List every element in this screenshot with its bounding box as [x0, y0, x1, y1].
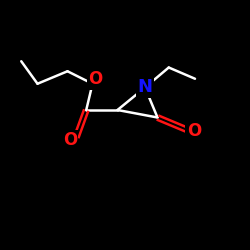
Text: N: N: [138, 78, 152, 96]
Text: O: O: [88, 70, 102, 88]
Text: O: O: [186, 122, 201, 140]
Text: O: O: [63, 131, 77, 149]
